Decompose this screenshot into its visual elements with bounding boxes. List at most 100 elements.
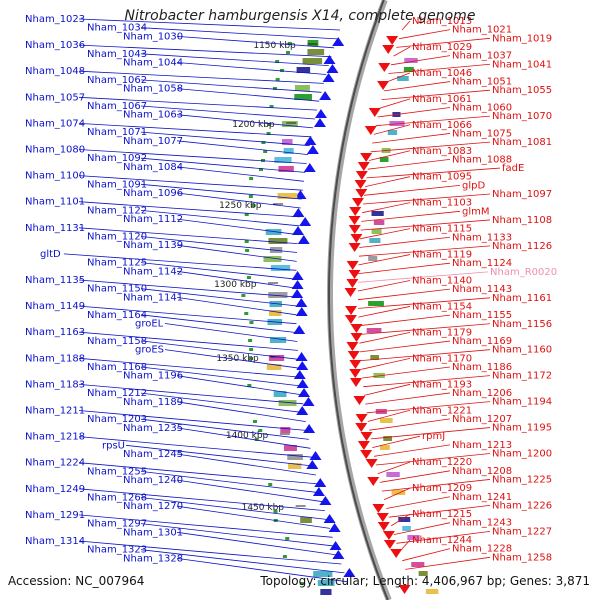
rna-tick [267,123,272,126]
gene-leader [401,20,411,31]
reverse-gene-arrow [382,45,395,54]
gene-leader [366,167,501,179]
gene-label: Nham_1048 [25,66,85,77]
gene-leader [78,96,318,111]
forward-gene-arrow [313,118,326,127]
gene-label: Nham_1328 [123,553,183,564]
rna-tick [275,60,280,63]
gene-leader [78,227,298,244]
gene-leader [63,253,297,271]
rna-tick [246,276,251,279]
annotation-block [307,40,319,46]
rna-tick [279,69,284,72]
gene-label: Nham_1034 [87,23,147,34]
left-gene-leaders [63,18,348,583]
annotation-block [380,418,393,423]
gene-leader [140,53,329,66]
gene-leader [396,37,491,48]
gene-label: Nham_1207 [452,414,512,425]
reverse-gene-arrow [344,315,357,324]
reverse-gene-arrow [398,585,411,594]
gene-leader [140,183,302,200]
gene-label: Nham_1112 [123,214,183,225]
gene-leader [396,530,491,544]
gene-leader [367,409,411,422]
gene-label: Nham_1081 [492,137,552,148]
gene-leader [383,487,411,501]
gene-label: Nham_1241 [452,492,512,503]
gene-label: Nham_1225 [492,474,552,485]
annotation-block [294,85,310,91]
forward-gene-arrow [291,271,304,280]
gene-label: Nham_1061 [412,94,472,105]
gene-label: Nham_1084 [123,162,183,173]
forward-gene-arrow [303,424,316,433]
annotation-block [398,517,411,522]
annotation-block [386,472,400,477]
rna-tick [299,582,304,585]
gene-leader [78,436,313,458]
kbp-label: 1350 kbp [216,354,259,364]
gene-leader [370,141,491,153]
rna-tick [254,438,259,441]
gene-label: Nham_1142 [123,266,183,277]
kbp-label: 1200 kbp [232,120,275,130]
annotation-block [391,490,406,495]
gene-label: Nham_1206 [452,388,512,399]
kbp-label: 1250 kbp [219,201,262,211]
gene-leader [140,27,338,40]
gene-label: Nham_1091 [87,179,147,190]
gene-label: Nham_1179 [412,327,472,338]
gene-label: Nham_1244 [412,535,472,546]
forward-gene-arrow [303,163,316,172]
gene-leader [367,159,451,170]
gene-leader [176,427,311,449]
forward-gene-arrow [298,388,311,397]
forward-gene-arrow [314,109,327,118]
gene-leader [360,349,491,361]
gene-label: Nham_1258 [492,552,552,563]
gene-leader [78,331,298,351]
accession-label: Accession: NC_007964 [8,574,145,588]
gene-label: Nham_1240 [123,475,183,486]
gene-leader [78,305,297,325]
gene-label: Nham_1124 [452,258,512,269]
forward-gene-arrow [291,280,304,289]
gene-leader [366,401,491,414]
gene-label: Nham_1066 [412,120,472,131]
forward-gene-arrow [304,136,317,145]
rna-tick [285,537,290,540]
annotation-block [307,49,325,55]
gene-leader [399,29,451,40]
gene-label: Nham_1224 [25,458,85,469]
annotation-block [280,427,291,433]
gene-label: Nham_1063 [123,110,183,121]
gene-label: Nham_1125 [87,258,147,269]
gene-leader [390,55,451,66]
gene-label: Nham_1126 [492,241,552,252]
gene-leader [140,236,298,253]
reverse-gene-arrow [360,153,373,162]
gene-leader [176,297,297,316]
annotation-block [368,256,378,261]
gene-label: Nham_1150 [87,284,147,295]
reverse-gene-arrow [350,333,363,342]
reverse-gene-arrow [354,180,367,189]
gene-label: Nham_1057 [25,92,85,103]
gene-leader [140,131,310,147]
rna-tick [261,141,266,144]
gene-label: Nham_1169 [452,336,512,347]
gene-label: Nham_1314 [25,536,85,547]
reverse-gene-arrow [364,126,377,135]
gene-label: Nham_1163 [25,327,85,338]
annotation-block [389,121,405,126]
gene-label: Nham_1235 [123,423,183,434]
rna-tick [241,294,246,297]
gene-leader [362,366,451,379]
gene-label: Nham_1101 [25,197,85,208]
gene-label: Nham_1021 [452,25,512,36]
gene-leader [140,392,305,414]
gene-label: Nham_1141 [123,292,183,303]
gene-leader [140,314,297,333]
gene-leader [360,219,491,231]
